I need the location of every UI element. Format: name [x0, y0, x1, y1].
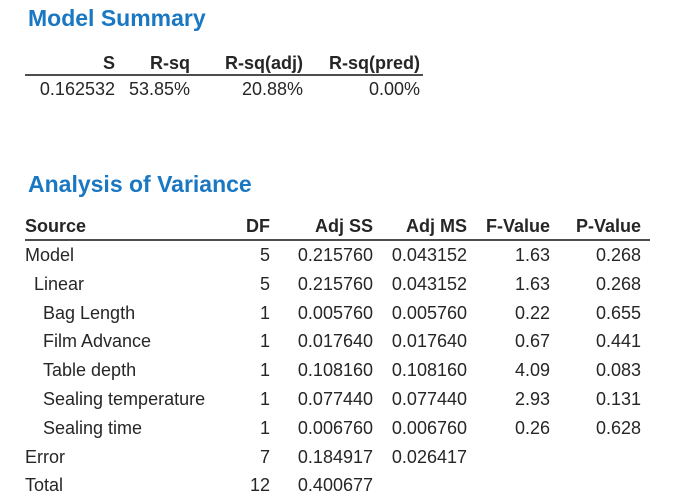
model-summary-table: S R-sq R-sq(adj) R-sq(pred) 0.162532 53.… — [25, 52, 423, 102]
column-header-rsq-pred: R-sq(pred) — [329, 53, 420, 73]
adj-ms-cell: 0.043152 — [391, 245, 467, 265]
adj-ss-cell: 0.215760 — [297, 245, 373, 265]
df-cell: 1 — [259, 302, 270, 323]
adj-ss-cell: 0.400677 — [297, 475, 373, 496]
source-cell: Table depth — [43, 360, 137, 381]
adj-ss-cell: 0.006760 — [297, 417, 373, 438]
anova-row: Sealing temperature 1 0.077440 0.077440 2.93… — [25, 385, 650, 414]
p-cell: 0.268 — [595, 273, 641, 294]
column-header-rsq-adj: R-sq(adj) — [225, 53, 303, 73]
adj-ss-cell: 0.017640 — [297, 331, 373, 352]
adj-ms-cell: 0.108160 — [391, 360, 467, 381]
df-cell: 1 — [259, 360, 270, 381]
df-cell: 1 — [259, 417, 270, 438]
column-header-adj-ss: Adj SS — [314, 216, 373, 236]
df-cell: 7 — [259, 446, 270, 467]
column-header-f-value: F-Value — [485, 216, 550, 236]
adj-ms-cell: 0.017640 — [391, 331, 467, 352]
anova-title: Analysis of Variance — [28, 171, 252, 197]
rsq-value: 53.85% — [128, 79, 190, 99]
f-cell: 2.93 — [514, 388, 550, 409]
column-header-source: Source — [25, 216, 87, 236]
anova-header-row: Source DF Adj SS Adj MS F-Value P-Value — [25, 214, 650, 241]
f-cell: 0.22 — [514, 302, 550, 323]
adj-ss-cell: 0.005760 — [297, 302, 373, 323]
df-cell: 1 — [259, 388, 270, 409]
anova-row: Table depth 1 0.108160 0.108160 4.09 0.083 — [25, 356, 650, 385]
p-cell: 0.655 — [595, 302, 641, 323]
anova-row: Error 7 0.184917 0.026417 — [25, 443, 650, 472]
adj-ss-cell: 0.108160 — [297, 360, 373, 381]
p-cell: 0.131 — [595, 388, 641, 409]
adj-ss-cell: 0.215760 — [297, 273, 373, 294]
f-cell: 1.63 — [514, 245, 550, 265]
p-cell: 0.268 — [595, 245, 641, 265]
anova-table: Source DF Adj SS Adj MS F-Value P-Value … — [25, 214, 650, 500]
anova-row: Bag Length 1 0.005760 0.005760 0.22 0.655 — [25, 299, 650, 328]
source-cell: Bag Length — [43, 302, 136, 323]
df-cell: 5 — [259, 273, 270, 294]
s-value: 0.162532 — [39, 79, 115, 99]
adj-ms-cell: 0.006760 — [391, 417, 467, 438]
f-cell: 1.63 — [514, 273, 550, 294]
f-cell: 0.26 — [514, 417, 550, 438]
source-cell: Sealing temperature — [43, 388, 206, 409]
model-summary-values-row: 0.162532 53.85% 20.88% 0.00% — [25, 76, 423, 102]
model-summary-title: Model Summary — [28, 5, 206, 31]
anova-body: Model 5 0.215760 0.043152 1.63 0.268 Linear 5 0.… — [25, 241, 650, 500]
f-cell — [467, 471, 550, 500]
p-cell — [550, 443, 650, 472]
p-cell — [550, 471, 650, 500]
column-header-rsq: R-sq — [150, 53, 190, 73]
adj-ms-cell: 0.005760 — [391, 302, 467, 323]
column-header-adj-ms: Adj MS — [406, 216, 467, 236]
adj-ms-cell: 0.026417 — [391, 446, 467, 467]
f-cell: 4.09 — [514, 360, 550, 381]
source-cell: Linear — [34, 273, 85, 294]
rsq-pred-value: 0.00% — [368, 79, 420, 99]
p-cell: 0.441 — [595, 331, 641, 352]
column-header-s: S — [102, 53, 115, 73]
df-cell: 5 — [259, 245, 270, 265]
model-summary-header-row: S R-sq R-sq(adj) R-sq(pred) — [25, 52, 423, 76]
anova-row: Total 12 0.400677 — [25, 471, 650, 500]
adj-ss-cell: 0.077440 — [297, 388, 373, 409]
anova-row: Film Advance 1 0.017640 0.017640 0.67 0.441 — [25, 327, 650, 356]
column-header-df: DF — [246, 216, 270, 236]
anova-row: Linear 5 0.215760 0.043152 1.63 0.268 — [25, 270, 650, 299]
df-cell: 1 — [259, 331, 270, 352]
adj-ms-cell — [373, 471, 467, 500]
p-cell: 0.628 — [595, 417, 641, 438]
df-cell: 12 — [249, 475, 270, 496]
adj-ss-cell: 0.184917 — [297, 446, 373, 467]
adj-ms-cell: 0.077440 — [391, 388, 467, 409]
column-header-p-value: P-Value — [575, 216, 641, 236]
anova-row: Model 5 0.215760 0.043152 1.63 0.268 — [25, 241, 650, 270]
source-cell: Sealing time — [43, 417, 143, 438]
rsq-adj-value: 20.88% — [241, 79, 303, 99]
source-cell: Film Advance — [43, 331, 152, 352]
p-cell: 0.083 — [595, 360, 641, 381]
source-cell: Total — [25, 475, 64, 496]
anova-row: Sealing time 1 0.006760 0.006760 0.26 0.628 — [25, 414, 650, 443]
f-cell — [467, 443, 550, 472]
source-cell: Error — [25, 446, 65, 467]
adj-ms-cell: 0.043152 — [391, 273, 467, 294]
source-cell: Model — [25, 245, 75, 265]
f-cell: 0.67 — [514, 331, 550, 352]
